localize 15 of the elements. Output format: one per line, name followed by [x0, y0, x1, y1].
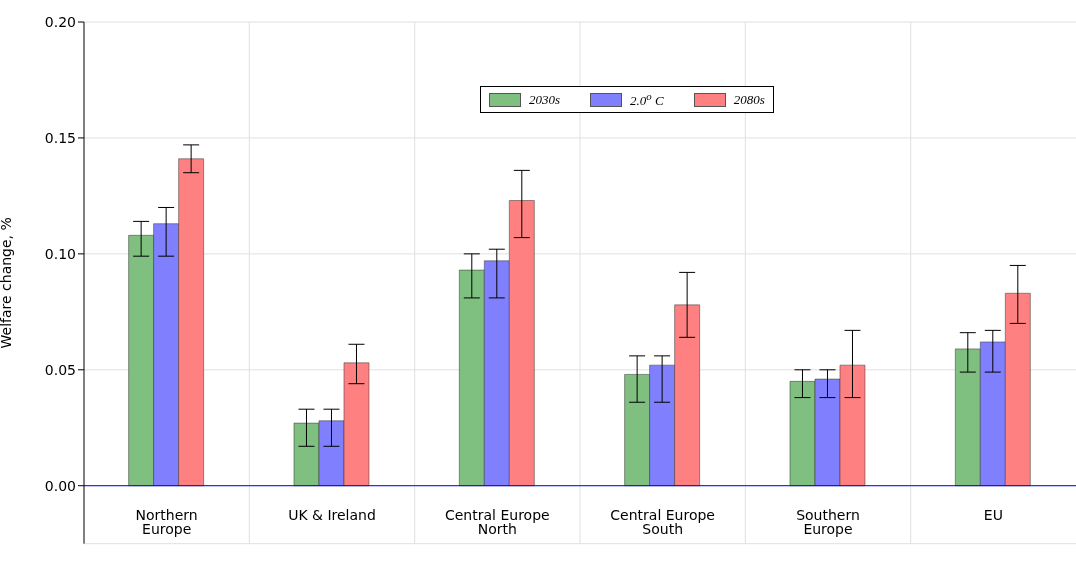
y-tick-label: 0.15	[44, 129, 76, 146]
y-tick-label: 0.05	[44, 361, 76, 378]
y-tick-label: 0.00	[44, 477, 76, 494]
x-tick-label: UK & Ireland	[288, 506, 376, 523]
x-tick-label: Northern Europe	[135, 506, 198, 537]
legend-label: 2030s	[529, 91, 561, 108]
y-tick-label: 0.10	[44, 245, 76, 262]
x-tick-label: Central Europe South	[610, 506, 715, 537]
x-tick-label: EU	[983, 506, 1003, 523]
x-tick-label: Central Europe North	[445, 506, 550, 537]
legend-label: 2.0$^{o}$ C	[630, 90, 664, 110]
y-axis-title: Welfare change, %	[0, 217, 14, 349]
y-tick-label: 0.20	[44, 13, 76, 30]
legend-label: 2080s	[733, 91, 765, 108]
x-tick-label: Southern Europe	[796, 506, 860, 537]
